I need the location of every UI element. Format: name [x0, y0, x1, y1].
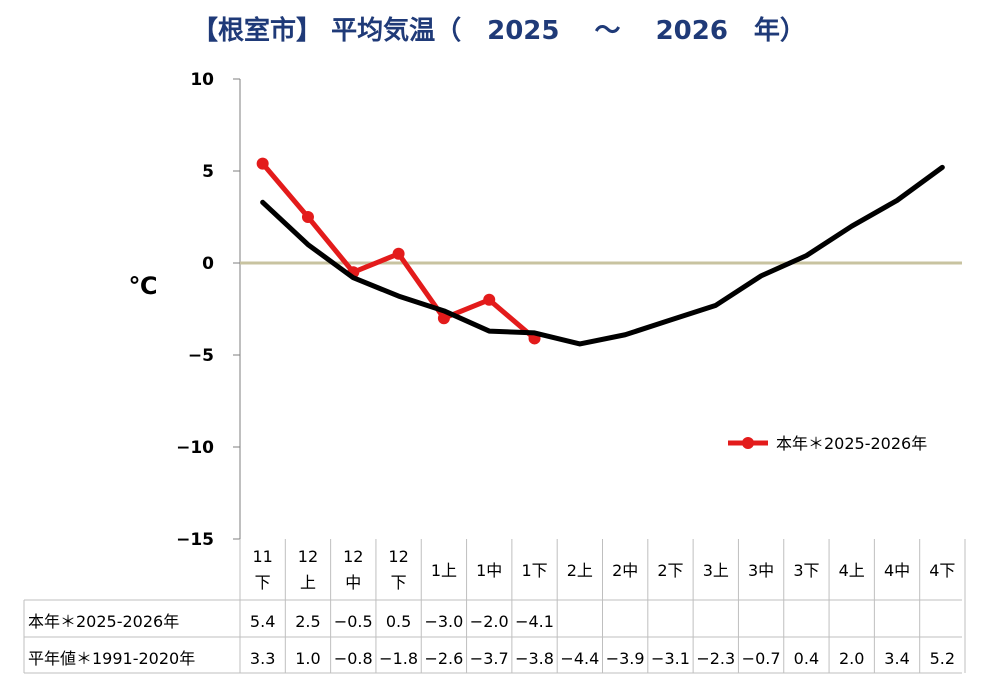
table-cell: 0.5 [386, 612, 411, 631]
table-cell: −4.4 [560, 649, 599, 668]
x-category-label: 下 [255, 573, 271, 592]
legend-marker [742, 437, 754, 449]
x-category-label: 1中 [476, 561, 502, 580]
table-cell: 2.0 [839, 649, 864, 668]
y-tick-label: 0 [202, 254, 214, 274]
series-normal-line [260, 164, 945, 347]
table-cell: 2.5 [295, 612, 320, 631]
x-category-label: 2下 [657, 561, 683, 580]
table-cell: −0.5 [334, 612, 373, 631]
table-cell: −0.8 [334, 649, 373, 668]
x-category-label: 3中 [748, 561, 774, 580]
table-row-label: 平年値＊1991-2020年 [28, 649, 195, 668]
x-category-label: 4上 [839, 561, 865, 580]
x-category-label: 中 [345, 573, 361, 592]
y-tick-label: −5 [188, 346, 214, 366]
x-category-label: 1上 [431, 561, 457, 580]
x-category-label: 12 [298, 547, 318, 566]
table-cell: 5.2 [930, 649, 955, 668]
table-cell: −2.3 [696, 649, 735, 668]
table-cell: −2.0 [470, 612, 509, 631]
table-cell: −3.9 [606, 649, 645, 668]
table-cell: −0.7 [742, 649, 781, 668]
x-category-label: 12 [388, 547, 408, 566]
table-row-label: 本年＊2025-2026年 [28, 612, 179, 631]
table-cell: 0.4 [794, 649, 819, 668]
series-current-point [437, 312, 450, 325]
series-current-point [392, 247, 405, 260]
x-category-label: 2上 [567, 561, 593, 580]
x-category-label: 3下 [793, 561, 819, 580]
y-axis-label: ℃ [128, 272, 157, 300]
table-cell: −3.7 [470, 649, 509, 668]
table-cell: 3.3 [250, 649, 275, 668]
chart-title: 【根室市】 平均気温（ 2025 ～ 2026 年） [192, 16, 806, 46]
x-category-label: 下 [391, 573, 407, 592]
legend-label: 本年＊2025-2026年 [776, 434, 927, 453]
table-cell: 1.0 [295, 649, 320, 668]
table-cell: −2.6 [424, 649, 463, 668]
series-current-point [256, 157, 269, 170]
x-category-label: 4中 [884, 561, 910, 580]
y-tick-label: −10 [176, 438, 214, 458]
table-cell: −3.1 [651, 649, 690, 668]
x-category-label: 11 [252, 547, 272, 566]
y-tick-label: 10 [190, 70, 214, 90]
table-cell: 3.4 [884, 649, 909, 668]
table-cell: 5.4 [250, 612, 275, 631]
x-category-label: 2中 [612, 561, 638, 580]
series-current-point [483, 293, 496, 306]
x-category-label: 4下 [929, 561, 955, 580]
table-cell: −3.8 [515, 649, 554, 668]
x-category-label: 1下 [521, 561, 547, 580]
x-category-label: 12 [343, 547, 363, 566]
table-cell: −4.1 [515, 612, 554, 631]
y-tick-label: 5 [202, 162, 214, 182]
y-tick-label: −15 [176, 530, 214, 550]
table-cell: −1.8 [379, 649, 418, 668]
x-category-label: 3上 [703, 561, 729, 580]
table-cell: −3.0 [424, 612, 463, 631]
x-category-label: 上 [300, 573, 316, 592]
series-current-point [301, 211, 314, 223]
